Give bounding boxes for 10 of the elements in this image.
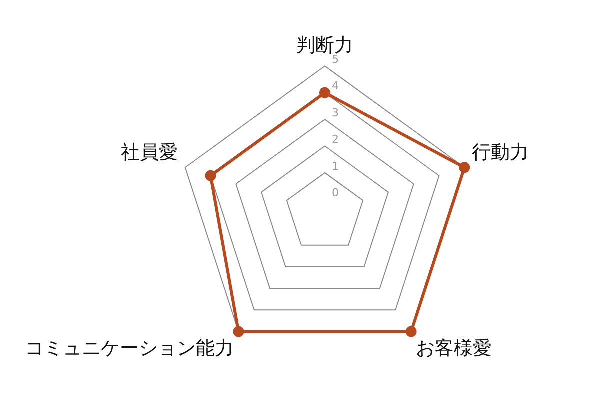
y-tick-label: 4 <box>332 80 339 93</box>
y-tick-label: 0 <box>332 186 339 200</box>
spoke-label: お客様愛 <box>416 338 492 360</box>
y-tick-label: 5 <box>332 53 339 66</box>
spoke-label: 社員愛 <box>120 142 178 164</box>
y-tick-label: 1 <box>332 160 339 173</box>
y-tick-label: 3 <box>332 106 339 120</box>
spoke-label: コミュニケーション能力 <box>25 338 234 360</box>
y-tick-label: 2 <box>332 133 339 146</box>
spoke-label: 行動力 <box>472 142 530 164</box>
